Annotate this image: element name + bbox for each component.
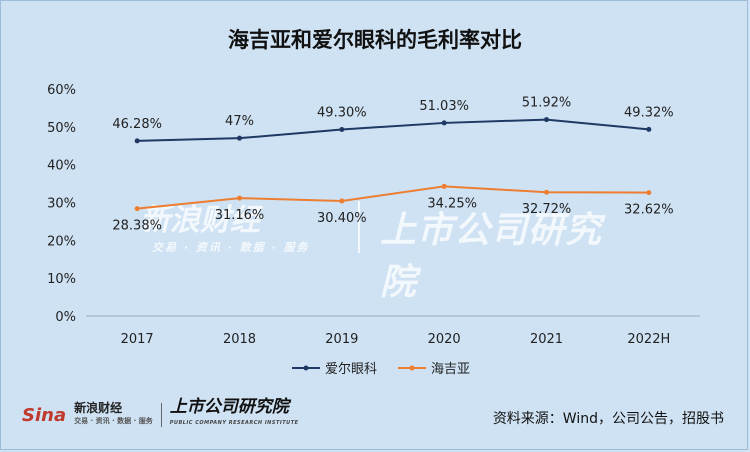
data-point-1 (544, 117, 549, 123)
y-tick-label: 50% (47, 121, 76, 136)
y-tick-label: 40% (47, 159, 76, 174)
sina-eye-icon: Sina (22, 404, 67, 426)
data-point-2 (134, 206, 140, 212)
footer-logo: Sina 新浪财经 交易 · 资讯 · 数据 · 服务 上市公司研究院 PUBL… (22, 399, 299, 431)
data-point-2 (237, 195, 242, 201)
data-label-2: 32.72% (522, 202, 572, 217)
data-point-1 (237, 135, 242, 141)
sina-brand-name: 新浪财经 (74, 401, 123, 415)
data-label-2: 30.40% (317, 211, 367, 226)
x-tick-label: 2021 (530, 332, 563, 347)
data-label-1: 47% (225, 114, 254, 129)
y-tick-label: 0% (55, 310, 76, 325)
legend-label-2: 海吉亚 (431, 362, 470, 377)
data-label-1: 46.28% (112, 117, 162, 132)
legend-label-1: 爱尔眼科 (325, 362, 377, 377)
y-tick-label: 20% (47, 234, 76, 249)
series-line-1 (137, 118, 649, 142)
data-label-1: 49.32% (624, 105, 674, 120)
data-label-1: 49.30% (317, 105, 367, 120)
y-tick-label: 60% (47, 83, 76, 98)
sina-brand-sub: 交易 · 资讯 · 数据 · 服务 (74, 417, 153, 425)
data-point-2 (339, 198, 345, 204)
data-point-2 (441, 183, 447, 189)
x-tick-label: 2022H (627, 332, 670, 347)
x-tick-label: 2017 (121, 332, 154, 347)
data-label-2: 32.62% (624, 203, 674, 218)
x-tick-label: 2018 (223, 332, 256, 347)
institute-name: 上市公司研究院 (169, 397, 289, 417)
data-point-1 (134, 138, 140, 144)
institute-brand: 上市公司研究院 PUBLIC COMPANY RESEARCH INSTITUT… (170, 399, 299, 431)
data-label-2: 28.38% (112, 219, 162, 234)
institute-sub: PUBLIC COMPANY RESEARCH INSTITUTE (169, 420, 299, 426)
sina-brand: 新浪财经 交易 · 资讯 · 数据 · 服务 (74, 402, 153, 428)
y-tick-label: 10% (47, 272, 76, 287)
legend-marker-2 (409, 365, 415, 371)
data-point-2 (544, 189, 549, 195)
series-line-2 (137, 185, 649, 210)
data-label-2: 31.16% (215, 208, 265, 223)
x-tick-label: 2019 (325, 332, 358, 347)
legend-marker-1 (303, 365, 309, 371)
data-point-1 (441, 120, 447, 126)
data-point-2 (646, 190, 652, 196)
chart-title: 海吉亚和爱尔眼科的毛利率对比 (228, 28, 522, 52)
logo-separator (160, 403, 162, 427)
data-label-1: 51.92% (522, 96, 572, 111)
y-tick-label: 30% (47, 197, 76, 212)
x-tick-label: 2020 (428, 332, 461, 347)
data-point-1 (339, 126, 345, 132)
data-label-1: 51.03% (419, 99, 469, 114)
data-point-1 (646, 126, 652, 132)
source-note: 资料来源：Wind，公司公告，招股书 (492, 411, 724, 427)
data-label-2: 34.25% (427, 196, 477, 211)
